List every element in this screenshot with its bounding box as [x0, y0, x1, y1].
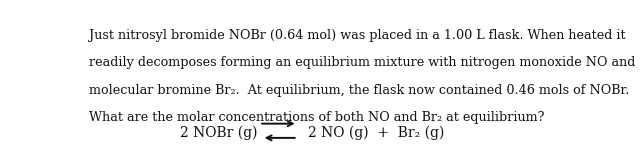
Text: What are the molar concentrations of both NO and Br₂ at equilibrium?: What are the molar concentrations of bot…: [90, 111, 545, 124]
Text: 2 NOBr (g): 2 NOBr (g): [180, 125, 258, 140]
Text: readily decomposes forming an equilibrium mixture with nitrogen monoxide NO and: readily decomposes forming an equilibriu…: [90, 56, 636, 69]
Text: 2 NO (g)  +  Br₂ (g): 2 NO (g) + Br₂ (g): [308, 125, 444, 140]
Text: molecular bromine Br₂.  At equilibrium, the flask now contained 0.46 mols of NOB: molecular bromine Br₂. At equilibrium, t…: [90, 83, 630, 97]
Text: Just nitrosyl bromide NOBr (0.64 mol) was placed in a 1.00 L flask. When heated : Just nitrosyl bromide NOBr (0.64 mol) wa…: [90, 29, 626, 42]
